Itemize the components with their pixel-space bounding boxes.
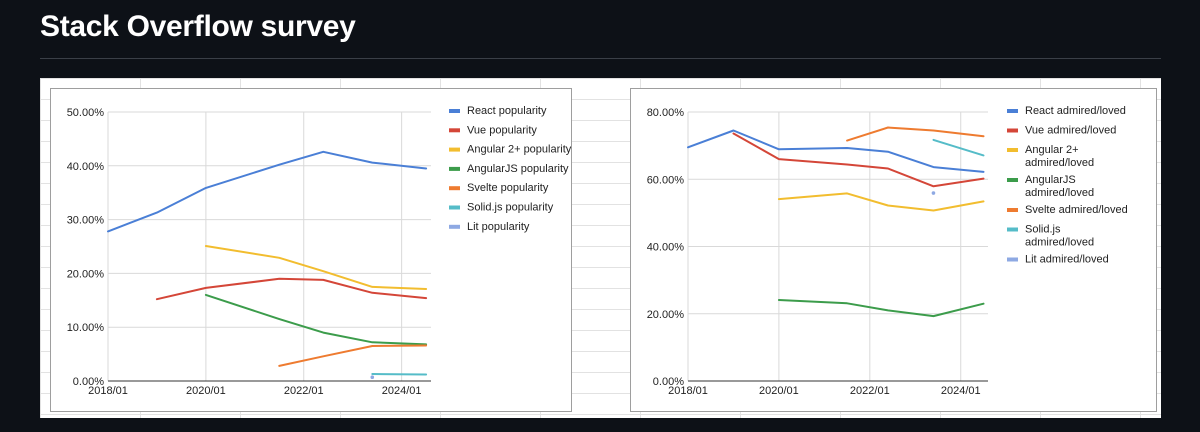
chart2-series-line-vue-admired-loved bbox=[732, 132, 985, 188]
admired-loved-chart-svg: 0.00% 20.00% 40.00% 60.00% 80.00% 2018/01 2020… bbox=[647, 105, 1128, 397]
chart2-legend-label-angularjs-admired-loved: AngularJS admired/loved bbox=[1025, 174, 1094, 199]
chart2-legend-label-line: Svelte admired/loved bbox=[1025, 204, 1128, 216]
chart2-series-line-react-admired-loved bbox=[687, 129, 985, 173]
chart2-y-tick-label: 20.00% bbox=[647, 309, 685, 321]
chart1-legend-swatch-angularjs-popularity bbox=[449, 166, 460, 171]
chart1-series-line-solid-js-popularity bbox=[371, 373, 428, 376]
chart1-series-line-angularjs-popularity bbox=[204, 293, 428, 346]
chart2-x-tick-label: 2020/01 bbox=[759, 385, 799, 397]
chart2-legend-label-line: Lit admired/loved bbox=[1025, 254, 1109, 266]
chart2-legend-swatch-vue-admired-loved bbox=[1007, 128, 1018, 133]
chart1-series-line-angular-2-popularity bbox=[204, 245, 428, 290]
chart1-legend-label-line: Vue popularity bbox=[467, 124, 537, 136]
chart2-legend-swatch-lit-admired-loved bbox=[1007, 257, 1018, 262]
chart2-legend-label-solid-js-admired-loved: Solid.js admired/loved bbox=[1025, 224, 1094, 249]
chart1-legend-label-line: React popularity bbox=[467, 105, 547, 117]
chart1-y-tick-label: 40.00% bbox=[67, 161, 105, 173]
chart1-legend-label-react-popularity: React popularity bbox=[467, 105, 547, 117]
chart1-x-tick-label: 2024/01 bbox=[382, 385, 422, 397]
chart2-legend-label-line: Vue admired/loved bbox=[1025, 125, 1116, 137]
chart2-legend-label-line: admired/loved bbox=[1025, 187, 1094, 199]
chart2-point-lit-admired-loved bbox=[931, 191, 936, 195]
chart1-y-tick-label: 0.00% bbox=[73, 376, 104, 388]
chart2-y-tick-label: 0.00% bbox=[653, 376, 684, 388]
chart2-y-tick-label: 60.00% bbox=[647, 174, 685, 186]
chart1-legend-label-svelte-popularity: Svelte popularity bbox=[467, 182, 549, 194]
chart2-legend-label-line: React admired/loved bbox=[1025, 105, 1126, 117]
chart1-legend-label-vue-popularity: Vue popularity bbox=[467, 124, 537, 136]
chart2-legend-label-svelte-admired-loved: Svelte admired/loved bbox=[1025, 204, 1128, 216]
chart2-y-tick-label: 80.00% bbox=[647, 107, 685, 119]
chart2-y-tick-label: 40.00% bbox=[647, 242, 685, 254]
chart2-legend-label-lit-admired-loved: Lit admired/loved bbox=[1025, 254, 1109, 266]
chart1-legend-label-angularjs-popularity: AngularJS popularity bbox=[467, 163, 569, 175]
chart2-x-tick-label: 2018/01 bbox=[668, 385, 708, 397]
chart1-y-tick-label: 10.00% bbox=[67, 322, 105, 334]
chart1-x-tick-label: 2018/01 bbox=[88, 385, 128, 397]
chart1-legend-swatch-vue-popularity bbox=[449, 128, 460, 133]
chart2-legend-label-vue-admired-loved: Vue admired/loved bbox=[1025, 125, 1116, 137]
chart1-legend-swatch-svelte-popularity bbox=[449, 186, 460, 191]
chart2-legend-label-angular-2-admired-loved: Angular 2+ admired/loved bbox=[1025, 144, 1094, 169]
chart1-legend-label-line: Angular 2+ popularity bbox=[467, 144, 571, 156]
chart1-y-tick-label: 20.00% bbox=[67, 268, 105, 280]
chart1-y-tick-label: 30.00% bbox=[67, 215, 105, 227]
page-title: Stack Overflow survey bbox=[40, 10, 356, 43]
chart1-y-tick-label: 50.00% bbox=[67, 107, 105, 119]
title-divider bbox=[40, 58, 1161, 59]
chart1-x-tick-label: 2022/01 bbox=[284, 385, 324, 397]
chart2-legend-label-line: AngularJS bbox=[1025, 174, 1076, 186]
chart2-series-line-angularjs-admired-loved bbox=[777, 299, 985, 318]
chart2-legend-swatch-react-admired-loved bbox=[1007, 109, 1018, 113]
chart2-series-line-solid-js-admired-loved bbox=[932, 138, 985, 157]
chart1-legend-swatch-angular-2-popularity bbox=[449, 147, 460, 152]
chart1-x-tick-label: 2020/01 bbox=[186, 385, 226, 397]
chart2-x-tick-label: 2024/01 bbox=[941, 385, 981, 397]
chart2-series-line-angular-2-admired-loved bbox=[777, 192, 985, 212]
chart1-series-line-react-popularity bbox=[107, 150, 428, 233]
chart1-legend-label-line: Svelte popularity bbox=[467, 182, 549, 194]
chart2-legend-label-line: Solid.js bbox=[1025, 224, 1061, 236]
chart2-legend-label-line: Angular 2+ bbox=[1025, 144, 1079, 156]
popularity-chart-svg: 0.00% 10.00% 20.00% 30.00% 40.00% 50.00% 2018/… bbox=[67, 105, 571, 397]
chart1-legend-label-line: Solid.js popularity bbox=[467, 202, 554, 214]
chart1-legend-label-solid-js-popularity: Solid.js popularity bbox=[467, 202, 554, 214]
chart2-legend-swatch-angular-2-admired-loved bbox=[1007, 148, 1018, 152]
chart1-legend-swatch-solid-js-popularity bbox=[449, 205, 460, 210]
chart1-series-line-vue-popularity bbox=[155, 277, 428, 301]
chart1-legend-label-line: Lit popularity bbox=[467, 221, 530, 233]
chart1-series-line-svelte-popularity bbox=[278, 344, 428, 367]
chart2-series-line-svelte-admired-loved bbox=[846, 126, 985, 142]
chart1-legend-label-angular-2-popularity: Angular 2+ popularity bbox=[467, 144, 571, 156]
chart1-point-lit-popularity bbox=[370, 375, 375, 380]
chart2-legend-label-line: admired/loved bbox=[1025, 157, 1094, 169]
chart2-x-tick-label: 2022/01 bbox=[850, 385, 890, 397]
popularity-chart[interactable]: 0.00% 10.00% 20.00% 30.00% 40.00% 50.00% 2018/… bbox=[50, 88, 572, 412]
chart1-legend-label-line: AngularJS popularity bbox=[467, 163, 569, 175]
spreadsheet-area: 0.00% 10.00% 20.00% 30.00% 40.00% 50.00% 2018/… bbox=[40, 78, 1161, 418]
chart1-legend-label-lit-popularity: Lit popularity bbox=[467, 221, 530, 233]
chart1-legend-swatch-lit-popularity bbox=[449, 224, 460, 229]
chart2-legend-swatch-svelte-admired-loved bbox=[1007, 208, 1018, 212]
chart2-legend-swatch-solid-js-admired-loved bbox=[1007, 227, 1018, 232]
chart2-legend-swatch-angularjs-admired-loved bbox=[1007, 178, 1018, 182]
chart2-legend-label-line: admired/loved bbox=[1025, 237, 1094, 249]
admired-loved-chart[interactable]: 0.00% 20.00% 40.00% 60.00% 80.00% 2018/01 2020… bbox=[630, 88, 1157, 412]
chart2-legend-label-react-admired-loved: React admired/loved bbox=[1025, 105, 1126, 117]
chart1-legend-swatch-react-popularity bbox=[449, 109, 460, 113]
